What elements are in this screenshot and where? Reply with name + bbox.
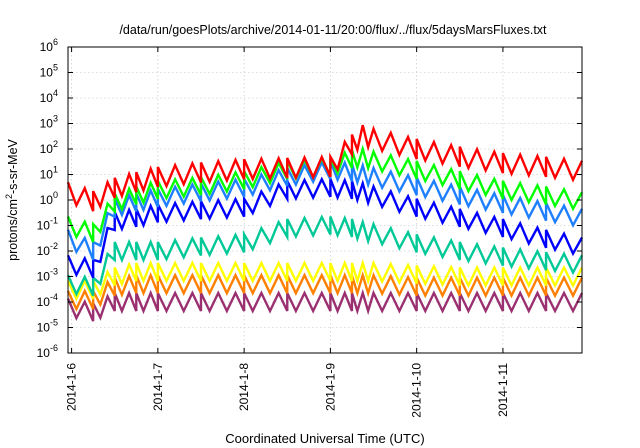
y-tick-label: 105 xyxy=(40,63,58,80)
y-tick-label-base: 10 xyxy=(40,66,54,80)
y-tick-label-base: 10 xyxy=(40,40,54,54)
series-line xyxy=(66,258,584,302)
x-axis-label: Coordinated Universal Time (UTC) xyxy=(225,431,424,446)
y-tick-label-exponent: 0 xyxy=(53,190,58,200)
y-tick-label-exponent: -6 xyxy=(50,343,58,353)
series-line xyxy=(66,176,584,279)
y-tick-label-exponent: -4 xyxy=(50,292,58,302)
y-tick-label-exponent: -3 xyxy=(50,267,58,277)
y-tick-label: 106 xyxy=(40,37,58,54)
y-tick-label: 104 xyxy=(40,88,58,105)
x-tick-label: 2014-1-8 xyxy=(237,363,251,411)
y-tick-label-base: 10 xyxy=(37,295,51,309)
y-tick-label-base: 10 xyxy=(37,244,51,258)
y-tick-label: 10-4 xyxy=(37,292,58,309)
y-tick-label-base: 10 xyxy=(40,91,54,105)
y-tick-label-exponent: -1 xyxy=(50,216,58,226)
y-tick-label-exponent: 4 xyxy=(53,88,58,98)
y-tick-label: 10-3 xyxy=(37,267,58,284)
y-tick-label: 10-1 xyxy=(37,216,58,233)
x-tick-label: 2014-1-11 xyxy=(496,363,510,417)
series-group xyxy=(66,124,584,322)
x-tick-label: 2014-1-10 xyxy=(410,363,424,418)
axes: 10-610-510-410-310-210-11001011021031041… xyxy=(37,37,582,418)
x-tick-label: 2014-1-6 xyxy=(65,363,79,411)
y-tick-label: 10-2 xyxy=(37,241,58,258)
y-tick-label: 10-6 xyxy=(37,343,58,360)
y-tick-label-exponent: 6 xyxy=(53,37,58,47)
y-axis-label-superscript: 2 xyxy=(4,194,14,199)
chart-title: /data/run/goesPlots/archive/2014-01-11/2… xyxy=(119,23,547,37)
y-tick-label-base: 10 xyxy=(37,346,51,360)
series-line xyxy=(66,288,584,322)
y-tick-label: 103 xyxy=(40,114,58,131)
x-tick-label: 2014-1-7 xyxy=(151,363,165,411)
y-axis-label-suffix: -s-sr-MeV xyxy=(6,138,20,194)
y-tick-label: 100 xyxy=(40,190,58,207)
y-tick-label-base: 10 xyxy=(40,193,54,207)
y-tick-label-base: 10 xyxy=(40,117,54,131)
y-tick-label-exponent: -2 xyxy=(50,241,58,251)
y-tick-label-exponent: -5 xyxy=(50,318,58,328)
y-tick-label: 102 xyxy=(40,139,58,156)
series-line xyxy=(66,124,584,212)
series-line xyxy=(66,270,584,312)
y-tick-label-base: 10 xyxy=(37,321,51,335)
y-tick-label: 101 xyxy=(40,165,58,182)
y-tick-label-exponent: 3 xyxy=(53,114,58,124)
y-tick-label-base: 10 xyxy=(37,219,51,233)
y-axis-label: protons/cm2-s-sr-MeV xyxy=(4,138,20,260)
y-tick-label-exponent: 5 xyxy=(53,63,58,73)
series-line xyxy=(66,159,584,261)
y-tick-label-base: 10 xyxy=(40,168,54,182)
series-line xyxy=(66,214,584,297)
y-axis-label-main: protons/cm xyxy=(6,199,20,261)
plot-frame xyxy=(67,46,583,354)
y-tick-label-exponent: 2 xyxy=(53,139,58,149)
y-tick-label-base: 10 xyxy=(40,142,54,156)
y-tick-label-exponent: 1 xyxy=(53,165,58,175)
y-tick-label: 10-5 xyxy=(37,318,58,335)
y-tick-label-base: 10 xyxy=(37,270,51,284)
x-tick-label: 2014-1-9 xyxy=(323,363,337,411)
